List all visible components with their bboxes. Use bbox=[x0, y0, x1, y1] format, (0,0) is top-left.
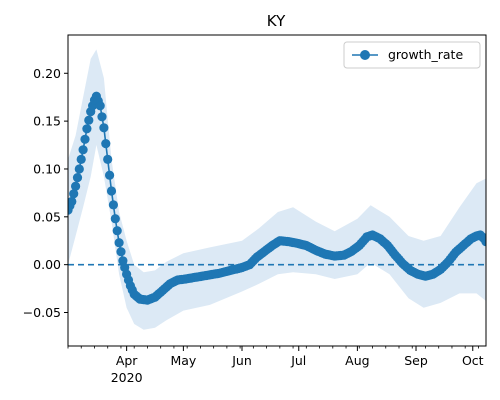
y-tick-label: 0.10 bbox=[33, 161, 61, 176]
legend-box bbox=[343, 41, 481, 69]
y-tick-label: 0.20 bbox=[33, 66, 61, 81]
y-tick-label: −0.05 bbox=[23, 305, 61, 320]
data-point bbox=[74, 164, 84, 174]
x-tick-label: May bbox=[170, 353, 196, 368]
data-point bbox=[105, 170, 115, 180]
data-point bbox=[97, 112, 107, 122]
axes-frame bbox=[67, 34, 487, 347]
data-point bbox=[68, 196, 77, 207]
x-tick-label: Oct bbox=[462, 353, 484, 368]
data-point bbox=[114, 238, 124, 248]
data-point bbox=[99, 123, 109, 133]
data-point bbox=[481, 237, 486, 247]
data-point bbox=[84, 115, 94, 125]
data-point bbox=[116, 247, 126, 257]
data-point bbox=[101, 139, 111, 149]
legend-label-growth-rate: growth_rate bbox=[388, 47, 463, 62]
data-point bbox=[76, 154, 86, 164]
plot-area bbox=[68, 49, 486, 330]
axes: −0.05 0.00 0.05 0.10 0.15 0.20 Apr 2020 May Jun Ju… bbox=[23, 66, 484, 385]
y-tick-label: 0.15 bbox=[33, 114, 61, 129]
data-point bbox=[82, 124, 92, 134]
x-tick-label: Aug bbox=[345, 353, 369, 368]
data-point bbox=[80, 134, 90, 144]
y-tick-label: 0.00 bbox=[33, 257, 61, 272]
data-point bbox=[72, 173, 83, 183]
data-point bbox=[106, 186, 117, 196]
data-point bbox=[71, 181, 81, 191]
chart-title: KY bbox=[267, 12, 286, 30]
y-tick-label: 0.05 bbox=[33, 209, 61, 224]
data-point bbox=[112, 226, 122, 236]
data-point bbox=[69, 189, 79, 199]
x-tick-label: Jul bbox=[290, 353, 306, 368]
legend-marker-swatch bbox=[360, 50, 370, 60]
x-tick-sublabel: 2020 bbox=[111, 370, 143, 385]
data-point bbox=[108, 200, 118, 210]
confidence-band bbox=[68, 49, 486, 330]
data-point bbox=[95, 101, 105, 111]
x-tick-label: Jun bbox=[231, 353, 252, 368]
legend: growth_rate bbox=[343, 41, 481, 69]
data-point bbox=[78, 145, 88, 155]
x-tick-label: Apr bbox=[116, 353, 138, 368]
x-tick-label: Sep bbox=[404, 353, 428, 368]
data-point bbox=[103, 154, 113, 164]
data-point bbox=[110, 214, 120, 224]
